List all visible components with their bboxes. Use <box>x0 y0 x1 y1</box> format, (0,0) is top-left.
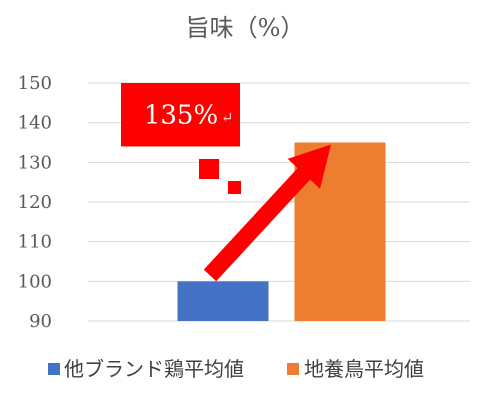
annotation-square-small <box>228 181 241 194</box>
chart-title: 旨味（%） <box>186 14 305 42</box>
y-tick-label: 90 <box>29 311 52 332</box>
annotation-return-mark: ↵ <box>221 109 234 127</box>
annotation-box <box>121 83 240 147</box>
annotation: 135% ↵ <box>121 83 331 282</box>
y-tick-label: 150 <box>18 73 52 94</box>
legend-swatch <box>287 363 299 375</box>
y-tick-label: 110 <box>18 232 52 253</box>
y-tick-label: 140 <box>18 113 52 134</box>
annotation-label: 135% <box>144 101 218 131</box>
y-tick-label: 130 <box>18 152 52 173</box>
y-tick-label: 100 <box>18 271 52 292</box>
legend-label: 他ブランド鶏平均値 <box>64 357 244 381</box>
y-axis-tick-labels: 90 100 110 120 130 140 150 <box>18 73 52 332</box>
legend: 他ブランド鶏平均値 地養鳥平均値 <box>48 357 424 381</box>
annotation-square-large <box>199 159 219 179</box>
y-tick-label: 120 <box>18 192 52 213</box>
legend-label: 地養鳥平均値 <box>304 357 424 381</box>
bar-other-brand <box>177 281 269 321</box>
increase-arrow <box>203 144 331 282</box>
legend-swatch <box>48 363 60 375</box>
